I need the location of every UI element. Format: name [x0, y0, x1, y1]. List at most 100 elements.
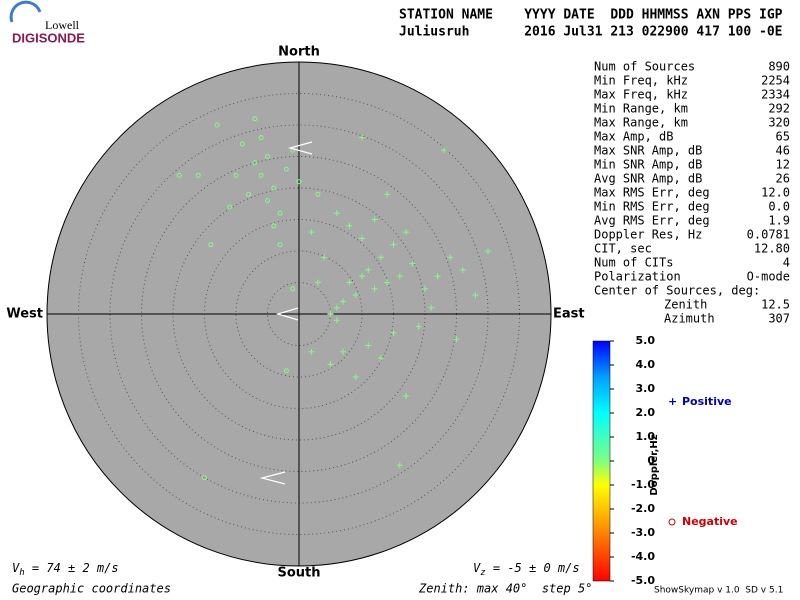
center-label: Azimuth [664, 312, 715, 326]
stats: Num of Sources 890 Min Freq, kHz 2254 Max Fr… [594, 60, 790, 326]
source-negative [258, 172, 264, 178]
source-positive [308, 229, 315, 236]
stat-value: 12 [776, 158, 790, 172]
source-positive [384, 279, 391, 286]
compass-label: West [6, 307, 43, 322]
version: ShowSkymap v 1.0 SD v 5.1 [654, 586, 783, 596]
source-negative [271, 185, 277, 191]
source-negative [277, 210, 283, 216]
stat-value: 1.9 [768, 214, 790, 228]
stat-value: 4 [783, 256, 790, 270]
source-positive [396, 273, 403, 280]
source-positive [371, 285, 378, 292]
source-negative [202, 475, 207, 481]
vh: Vh = 74 ± 2 m/s [12, 561, 119, 578]
stat-label: Max Freq, kHz [594, 88, 688, 102]
source-positive [359, 273, 365, 280]
source-negative [252, 160, 258, 166]
stat-label: Doppler Res, Hz [594, 228, 702, 242]
stat-value: 292 [768, 102, 790, 116]
stat-label: Min RMS Err, deg [594, 200, 710, 214]
source-positive [403, 392, 410, 399]
vz: Vz = -5 ± 0 m/s [473, 561, 580, 578]
header-line: STATION NAME YYYY DATE DDD HHMMSS AXN PP… [399, 8, 783, 23]
colorbar-tick-label: 3.0 [636, 382, 656, 395]
center-title: Center of Sources, deg: [594, 284, 760, 298]
source-positive [346, 279, 353, 286]
colorbar-tick-label: 1.0 [636, 430, 656, 443]
source-negative [246, 191, 252, 197]
logo-top: Lowell [45, 18, 80, 32]
source-positive [359, 134, 365, 141]
source-positive [327, 361, 334, 368]
source-negative [233, 172, 239, 178]
source-positive [384, 191, 391, 198]
stat-label: CIT, sec [594, 242, 652, 256]
source-negative [290, 286, 296, 292]
source-positive [377, 355, 384, 362]
stat-value: 320 [768, 116, 790, 130]
colorbar-tick-label: -2.0 [631, 502, 655, 515]
source-negative [227, 204, 233, 210]
stat-value: 12.0 [761, 186, 790, 200]
stat-value: 890 [768, 60, 790, 74]
stat-value: 2334 [761, 88, 790, 102]
stat-label: Avg SNR Amp, dB [594, 172, 702, 186]
stat-value: 2254 [761, 74, 790, 88]
source-negative [265, 198, 270, 204]
colorbar [592, 340, 611, 582]
source-negative [239, 141, 245, 147]
source-positive [333, 317, 340, 324]
source-positive [390, 241, 397, 248]
legend-negative: Negative [682, 515, 738, 528]
source-negative [271, 223, 277, 229]
stat-label: Min SNR Amp, dB [594, 158, 702, 172]
chevrons [259, 141, 313, 485]
source-positive [346, 222, 353, 229]
stat-label: Polarization [594, 270, 681, 284]
stat-label: Min Freq, kHz [594, 74, 688, 88]
source-positive [440, 147, 447, 154]
source-positive [365, 342, 372, 349]
source-positive [340, 298, 347, 305]
source-negative [315, 191, 321, 197]
stat-value: 12.80 [754, 242, 790, 256]
source-negative [176, 172, 182, 178]
source-positive [352, 292, 359, 299]
stat-label: Avg RMS Err, deg [594, 214, 710, 228]
source-negative [283, 166, 289, 172]
source-negative [208, 242, 214, 248]
stat-value: 46 [776, 144, 790, 158]
source-positive [321, 254, 328, 261]
stat-value: 65 [776, 130, 790, 144]
source-negative [283, 368, 289, 374]
source-positive [453, 336, 460, 343]
zenith-info: Zenith: max 40° step 5° [418, 582, 592, 596]
plot [46, 61, 552, 567]
stat-label: Min Range, km [594, 102, 688, 116]
source-positive [415, 323, 422, 330]
source-positive [371, 216, 378, 223]
source-positive [459, 266, 466, 273]
source-positive [327, 311, 334, 317]
compass-label: South [277, 566, 320, 581]
source-positive [333, 210, 340, 217]
legend-symbol: + [668, 395, 677, 408]
source-positive [485, 248, 491, 254]
stat-value: O-mode [747, 270, 790, 284]
stat-label: Max SNR Amp, dB [594, 144, 702, 158]
source-positive [472, 292, 479, 299]
colorbar-label: Doppler,Hz [649, 434, 660, 495]
source-positive [308, 348, 315, 355]
colorbar-tick-label: 0 [647, 454, 655, 467]
source-negative [252, 116, 258, 122]
stat-value: 26 [776, 172, 790, 186]
source-positive [428, 304, 435, 311]
source-negative [195, 172, 201, 178]
source-positive [434, 273, 441, 280]
source-negative [296, 179, 302, 185]
source-positive [340, 348, 347, 355]
logo-arc [9, 0, 42, 23]
colorbar-tick-label: 4.0 [636, 358, 656, 371]
